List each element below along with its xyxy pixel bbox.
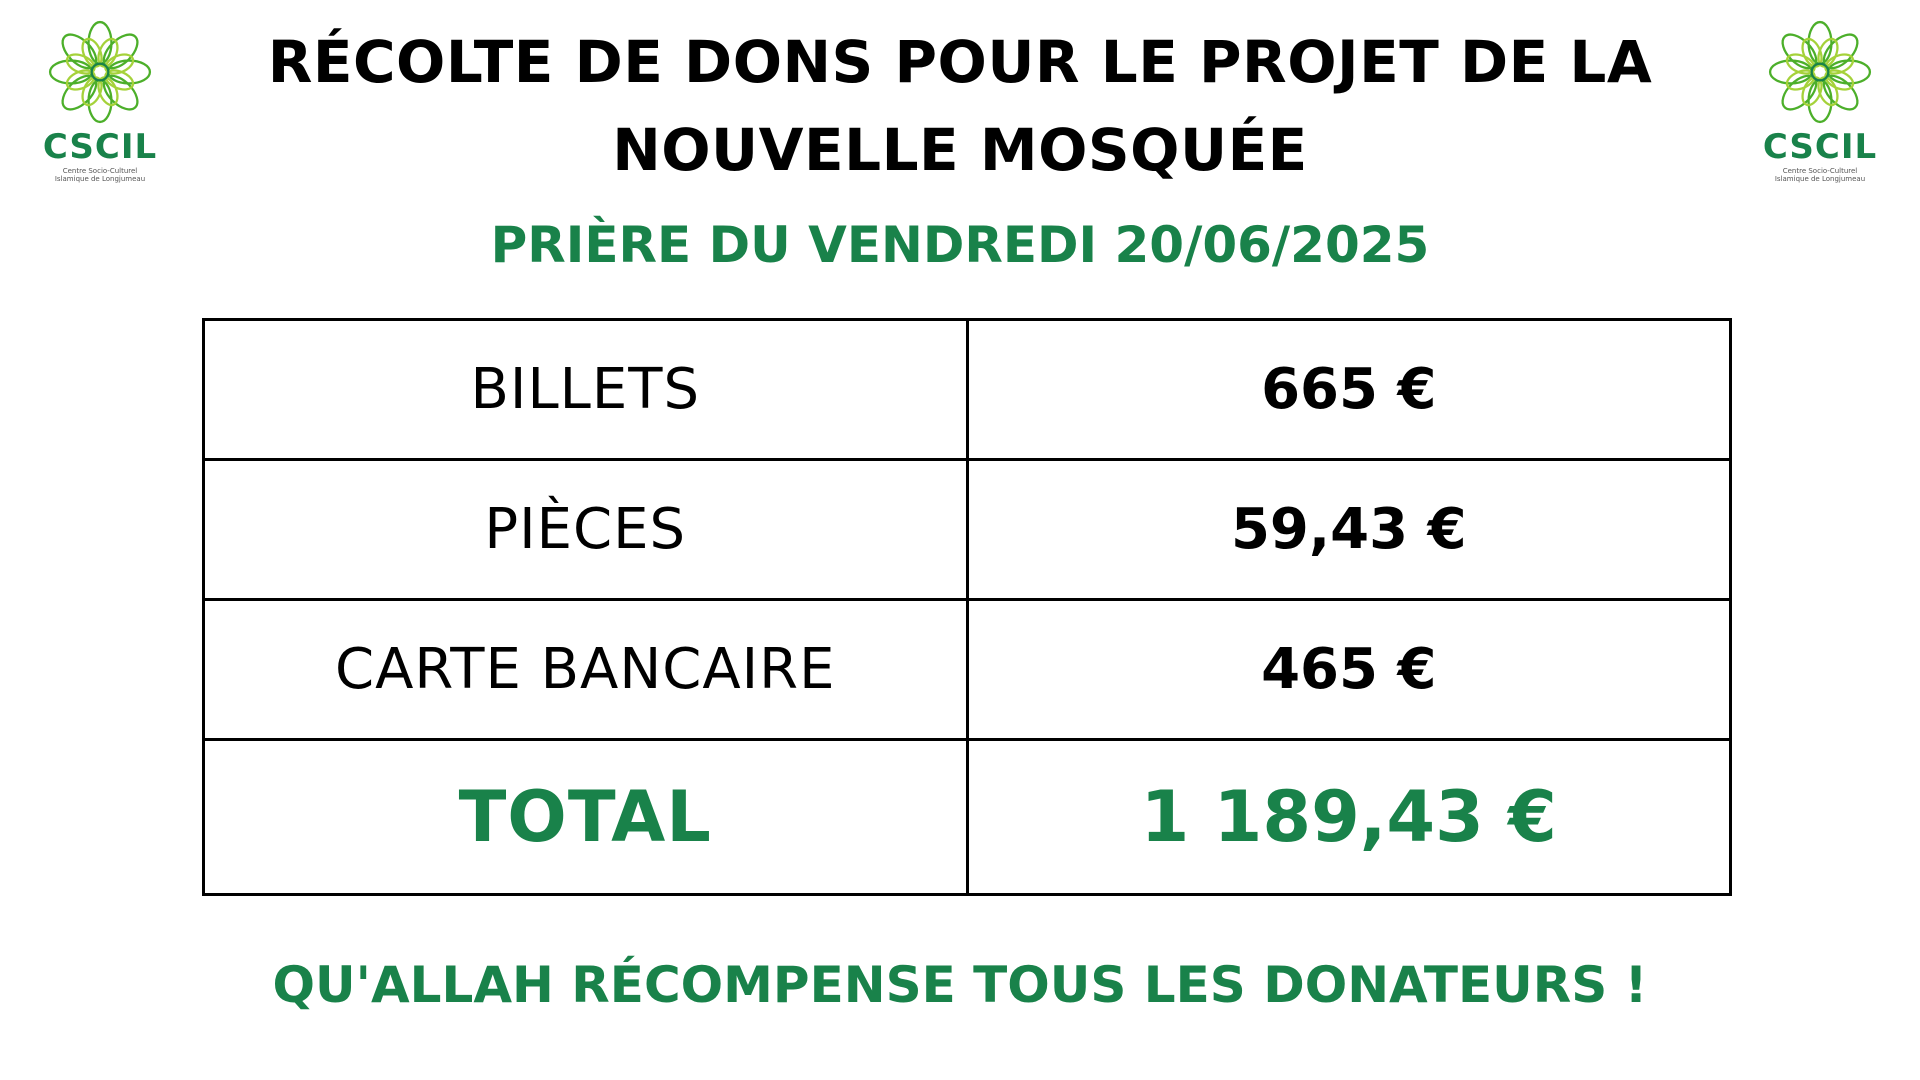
total-amount: 1 189,43 € (965, 738, 1732, 896)
page-title: RÉCOLTE DE DONS POUR LE PROJET DE LA NOU… (230, 18, 1690, 194)
footer-message: QU'ALLAH RÉCOMPENSE TOUS LES DONATEURS ! (272, 956, 1648, 1014)
table-row: BILLETS 665 € (202, 318, 1732, 461)
cscil-logo-right: CSCIL Centre Socio-Culturel Islamique de… (1762, 20, 1878, 190)
total-row: TOTAL 1 189,43 € (202, 738, 1732, 896)
row-label: CARTE BANCAIRE (202, 598, 969, 741)
row-amount: 665 € (965, 318, 1732, 461)
total-label: TOTAL (202, 738, 969, 896)
row-amount: 465 € (965, 598, 1732, 741)
cscil-logo-left: CSCIL Centre Socio-Culturel Islamique de… (42, 20, 158, 190)
page-subtitle: PRIÈRE DU VENDREDI 20/06/2025 (490, 216, 1430, 274)
page-title-line-1: RÉCOLTE DE DONS POUR LE PROJET DE LA (267, 28, 1653, 96)
row-label: BILLETS (202, 318, 969, 461)
logo-subtitle: Centre Socio-Culturel Islamique de Longj… (1774, 167, 1866, 184)
table-row: PIÈCES 59,43 € (202, 458, 1732, 601)
logo-name: CSCIL (1762, 127, 1878, 167)
mandala-flower-icon (48, 20, 152, 124)
table-row: CARTE BANCAIRE 465 € (202, 598, 1732, 741)
mandala-flower-icon (1768, 20, 1872, 124)
donations-table: BILLETS 665 € PIÈCES 59,43 € CARTE BANCA… (202, 318, 1732, 896)
logo-subtitle: Centre Socio-Culturel Islamique de Longj… (54, 167, 146, 184)
row-amount: 59,43 € (965, 458, 1732, 601)
logo-name: CSCIL (42, 127, 158, 167)
page-title-line-2: NOUVELLE MOSQUÉE (612, 116, 1308, 184)
row-label: PIÈCES (202, 458, 969, 601)
